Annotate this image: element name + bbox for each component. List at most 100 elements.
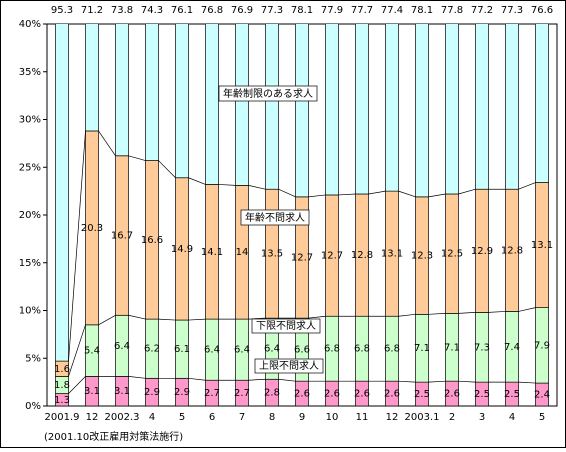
series-line xyxy=(518,182,536,190)
series-line xyxy=(518,381,536,384)
series-label: 上限不問求人 xyxy=(259,360,319,372)
data-label: 2.6 xyxy=(384,389,400,400)
data-label: 2.5 xyxy=(474,389,490,400)
series-line xyxy=(158,318,176,321)
x-tick-label: 7 xyxy=(239,412,245,423)
data-label: 6.4 xyxy=(234,345,250,356)
bar-segment xyxy=(325,24,339,196)
data-label: 16.6 xyxy=(141,235,163,246)
data-label: 2.6 xyxy=(354,389,370,400)
data-label: 95.3 xyxy=(51,5,73,16)
series-line xyxy=(248,185,266,190)
bar-segment xyxy=(55,24,69,362)
data-label: 76.6 xyxy=(531,5,553,16)
data-label: 1.6 xyxy=(54,364,70,375)
series-label-box xyxy=(240,209,310,226)
y-tick-label: 40% xyxy=(19,19,41,30)
data-label: 7.4 xyxy=(504,342,520,353)
series-line xyxy=(398,380,416,383)
bar-segment xyxy=(445,24,459,195)
data-label: 12.7 xyxy=(291,252,313,263)
y-tick-label: 20% xyxy=(19,210,41,221)
data-label: 14.1 xyxy=(201,247,223,258)
series-line xyxy=(98,130,116,156)
series-line xyxy=(308,194,326,198)
data-label: 74.3 xyxy=(141,5,163,16)
series-line xyxy=(188,177,206,185)
data-label: 16.7 xyxy=(111,231,133,242)
data-label: 2.5 xyxy=(504,389,520,400)
series-line xyxy=(158,160,176,179)
series-line xyxy=(428,193,446,198)
series-label: 下限不問求人 xyxy=(256,320,316,332)
bars xyxy=(55,24,549,406)
data-label: 6.4 xyxy=(204,345,220,356)
data-label: 12.8 xyxy=(351,250,373,261)
data-label: 76.1 xyxy=(171,5,193,16)
series-line xyxy=(458,380,476,383)
data-label: 2.9 xyxy=(144,387,160,398)
series-line xyxy=(308,315,326,319)
x-tick-label: 12 xyxy=(86,412,99,423)
x-tick-label: 2001.9 xyxy=(45,412,80,423)
series-line xyxy=(218,184,236,186)
series-line xyxy=(128,155,146,161)
x-tick-label: 12 xyxy=(386,412,399,423)
data-label: 12.7 xyxy=(321,251,343,262)
data-label: 12.9 xyxy=(471,246,493,257)
data-label: 2.6 xyxy=(324,389,340,400)
series-line xyxy=(398,313,416,317)
series-line xyxy=(188,377,206,381)
data-label: 71.2 xyxy=(81,5,103,16)
data-label: 6.8 xyxy=(324,344,340,355)
data-label: 77.7 xyxy=(351,5,373,16)
bar-segment xyxy=(415,24,429,198)
data-label: 2.7 xyxy=(204,388,220,399)
data-label: 77.9 xyxy=(321,5,343,16)
series-line xyxy=(338,193,356,196)
series-line xyxy=(68,130,86,362)
bar-segment xyxy=(85,24,99,132)
data-label: 2.6 xyxy=(294,389,310,400)
bar-segment xyxy=(505,24,519,190)
data-label: 73.8 xyxy=(111,5,133,16)
series-label-box xyxy=(254,358,324,374)
x-tick-label: 8 xyxy=(269,412,275,423)
series-line xyxy=(248,317,266,320)
bar-segment xyxy=(535,24,549,183)
data-label: 2.7 xyxy=(234,388,250,399)
data-label: 6.8 xyxy=(384,344,400,355)
footnote: (2001.10改正雇用対策法施行) xyxy=(44,430,183,443)
data-label: 6.6 xyxy=(294,345,310,356)
data-label: 78.1 xyxy=(291,5,313,16)
bar-segment xyxy=(295,24,309,198)
data-label: 14.9 xyxy=(171,244,193,255)
y-tick-label: 0% xyxy=(25,401,41,412)
x-tick-label: 4 xyxy=(149,412,155,423)
bar-segment xyxy=(145,24,159,161)
data-label: 77.2 xyxy=(471,5,493,16)
series-line xyxy=(68,324,86,377)
series-line xyxy=(98,314,116,326)
series-line xyxy=(188,318,206,321)
data-label: 2.4 xyxy=(534,390,550,401)
y-tick-label: 30% xyxy=(19,115,41,126)
data-label: 12.5 xyxy=(441,249,463,260)
data-label: 2.5 xyxy=(414,389,430,400)
data-label: 1.8 xyxy=(54,380,70,391)
data-label: 77.4 xyxy=(381,5,403,16)
series-line xyxy=(428,313,446,315)
series-line xyxy=(278,188,296,198)
data-label: 78.1 xyxy=(411,5,433,16)
data-label: 5.4 xyxy=(84,346,100,357)
bar-segment xyxy=(265,24,279,190)
series-label-box xyxy=(218,85,318,102)
x-tick-label: 6 xyxy=(209,412,215,423)
y-tick-label: 35% xyxy=(19,67,41,78)
bar-segment xyxy=(175,24,189,179)
bar-segment xyxy=(355,24,369,195)
series-line xyxy=(458,312,476,314)
x-tick-label: 9 xyxy=(299,412,305,423)
series-line xyxy=(278,378,296,382)
